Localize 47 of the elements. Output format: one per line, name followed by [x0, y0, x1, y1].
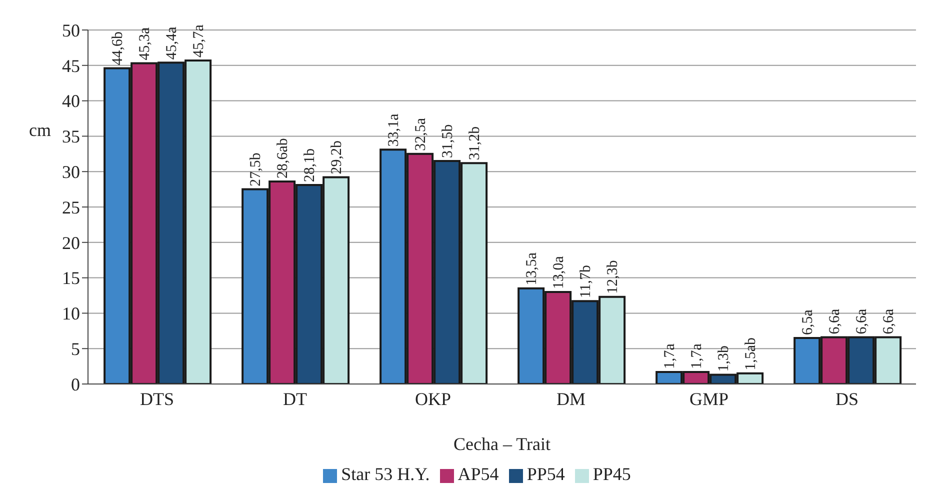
- data-label: 6,6a: [827, 308, 844, 334]
- y-tick-label: 40: [62, 91, 80, 112]
- data-label: 1,7a: [662, 343, 678, 369]
- legend-label: Star 53 H.Y.: [341, 464, 430, 484]
- data-label: 27,5b: [248, 152, 264, 186]
- data-label: 28,6ab: [275, 138, 292, 179]
- data-label: 45,3a: [137, 27, 154, 60]
- data-label: 32,5a: [413, 118, 430, 151]
- y-tick-label: 5: [71, 338, 80, 359]
- x-tick-label: OKP: [414, 388, 452, 409]
- data-label: 45,4a: [164, 26, 180, 60]
- x-tick-label: DM: [556, 388, 586, 409]
- data-label: 33,1a: [386, 113, 402, 147]
- data-label: 31,5b: [440, 124, 456, 158]
- data-label: 6,5a: [800, 309, 816, 335]
- y-axis-title: cm: [29, 120, 51, 140]
- data-label: 13,5a: [524, 252, 540, 286]
- x-tick-label: GMP: [689, 388, 729, 409]
- data-label: 1,3b: [716, 346, 732, 372]
- y-tick-label: 30: [62, 162, 80, 182]
- y-tick-label: 20: [62, 232, 80, 253]
- x-tick-label: DS: [835, 388, 859, 409]
- y-tick-label: 15: [62, 268, 80, 288]
- data-label: 6,6a: [881, 308, 898, 334]
- legend-label: AP54: [458, 464, 499, 484]
- data-label: 13,0a: [551, 256, 568, 289]
- data-label: 1,7a: [689, 343, 706, 369]
- data-label: 44,6b: [110, 31, 126, 66]
- y-tick-label: 35: [62, 126, 80, 147]
- data-label: 6,6a: [854, 308, 870, 334]
- y-tick-label: 45: [62, 56, 80, 76]
- legend-label: PP54: [526, 464, 565, 484]
- data-label: 45,7a: [191, 24, 208, 58]
- legend-label: PP45: [592, 464, 631, 484]
- x-tick-label: DTS: [140, 388, 174, 409]
- data-label: 29,2b: [329, 140, 346, 174]
- y-tick-label: 10: [62, 304, 80, 324]
- y-tick-label: 0: [71, 374, 80, 394]
- data-label: 11,7b: [578, 264, 594, 298]
- data-label: 12,3b: [605, 260, 622, 294]
- x-axis-title: Cecha – Trait: [454, 434, 550, 454]
- data-label: 28,1b: [302, 148, 318, 182]
- y-tick-label: 25: [62, 197, 80, 218]
- x-tick-label: DT: [283, 388, 307, 409]
- y-tick-label: 50: [62, 20, 80, 40]
- data-label: 1,5ab: [743, 337, 760, 370]
- data-label: 31,2b: [467, 126, 484, 160]
